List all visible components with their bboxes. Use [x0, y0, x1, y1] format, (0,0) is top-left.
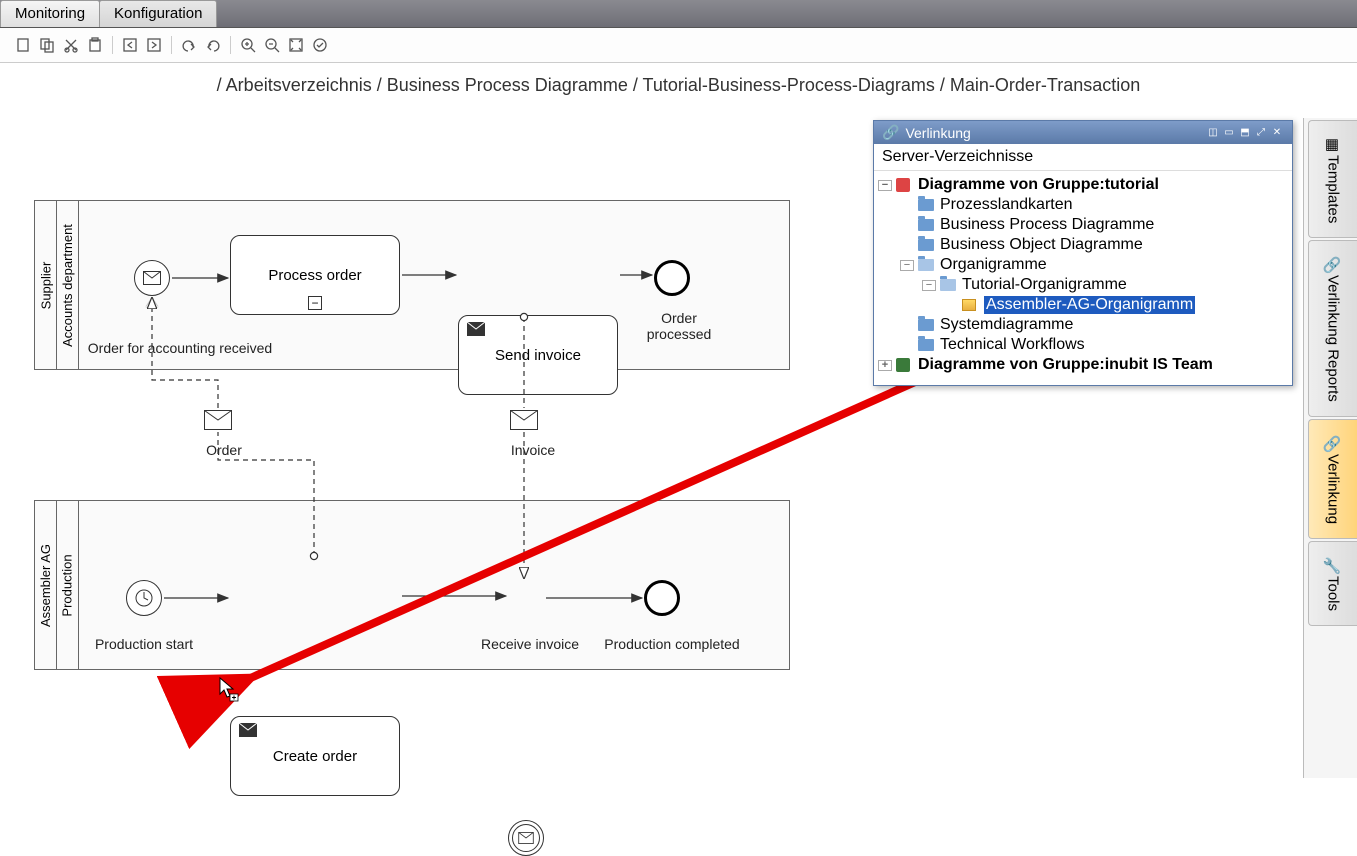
panel-close-icon[interactable]: ✕: [1270, 126, 1284, 140]
zoom-out-icon[interactable]: [263, 36, 281, 54]
start-event-production[interactable]: [126, 580, 162, 616]
zoom-in-icon[interactable]: [239, 36, 257, 54]
pool-label-supplier: Supplier: [35, 201, 57, 369]
panel-title-text: Verlinkung: [905, 125, 970, 141]
message-invoice-icon: [510, 410, 538, 433]
panel-titlebar[interactable]: 🔗 Verlinkung ◫ ▭ ⬒ ⤢ ✕: [874, 121, 1292, 144]
toolbar: [0, 28, 1357, 63]
tree-node-technical-workflows[interactable]: Technical Workflows: [878, 335, 1290, 355]
task-process-order[interactable]: Process order −: [230, 235, 400, 315]
reports-icon: 🔗: [1326, 255, 1340, 269]
task-create-order[interactable]: Create order: [230, 716, 400, 796]
tree-node-organigramme[interactable]: −Organigramme: [878, 255, 1290, 275]
message-order-icon: [204, 410, 232, 433]
label-production-start: Production start: [84, 636, 204, 652]
start-event-order-received[interactable]: [134, 260, 170, 296]
tree-node-assembler-org[interactable]: Assembler-AG-Organigramm: [878, 295, 1290, 315]
folder-icon: [918, 339, 934, 351]
side-tab-reports[interactable]: 🔗Verlinkung Reports: [1308, 240, 1357, 417]
tree-node-bpd[interactable]: Business Process Diagramme: [878, 215, 1290, 235]
label-order-received: Order for accounting received: [80, 340, 280, 356]
tree-root-inubit[interactable]: +Diagramme von Gruppe:inubit IS Team: [878, 355, 1290, 375]
cursor-icon: [218, 676, 236, 698]
separator: [171, 36, 172, 54]
copy-icon[interactable]: [38, 36, 56, 54]
panel-pin-icon[interactable]: ⬒: [1238, 126, 1252, 140]
validate-icon[interactable]: [311, 36, 329, 54]
fit-icon[interactable]: [287, 36, 305, 54]
panel-max-icon[interactable]: ⤢: [1254, 126, 1268, 140]
link-icon: 🔗: [882, 124, 899, 141]
compensation-marker: [146, 298, 158, 307]
tab-monitoring[interactable]: Monitoring: [0, 0, 100, 27]
cut-icon[interactable]: [62, 36, 80, 54]
panel-subtitle: Server-Verzeichnisse: [874, 144, 1292, 171]
new-icon[interactable]: [14, 36, 32, 54]
lane-label-production: Production: [57, 501, 79, 669]
tab-konfiguration[interactable]: Konfiguration: [99, 0, 217, 27]
folder-icon: [918, 319, 934, 331]
task-send-invoice[interactable]: Send invoice: [458, 315, 618, 395]
panel-restore-icon[interactable]: ◫: [1206, 126, 1220, 140]
templates-icon: ▦: [1326, 135, 1340, 149]
separator: [230, 36, 231, 54]
tools-icon: 🔧: [1326, 556, 1340, 570]
paste-icon[interactable]: [86, 36, 104, 54]
redo-icon[interactable]: [204, 36, 222, 54]
message-icon: [467, 322, 485, 340]
separator: [112, 36, 113, 54]
message-icon: [239, 723, 257, 741]
tree-node-prozesslandkarten[interactable]: Prozesslandkarten: [878, 195, 1290, 215]
tree-node-bod[interactable]: Business Object Diagramme: [878, 235, 1290, 255]
intermediate-event-receive-invoice[interactable]: [508, 820, 544, 856]
pool-label-assembler: Assembler AG: [35, 501, 57, 669]
side-tab-verlinkung[interactable]: 🔗Verlinkung: [1308, 419, 1357, 539]
end-event-order-processed[interactable]: [654, 260, 690, 296]
lane-label-accounts: Accounts department: [57, 201, 79, 369]
group-icon: [896, 178, 910, 192]
label-message-invoice: Invoice: [498, 442, 568, 458]
nav-fwd-icon[interactable]: [145, 36, 163, 54]
label-order-processed: Order processed: [634, 310, 724, 342]
subprocess-collapse-icon[interactable]: −: [308, 296, 322, 310]
orgchart-icon: [962, 299, 976, 311]
label-message-order: Order: [194, 442, 254, 458]
folder-icon: [918, 199, 934, 211]
end-event-production-completed[interactable]: [644, 580, 680, 616]
folder-open-icon: [918, 259, 934, 271]
panel-min-icon[interactable]: ▭: [1222, 126, 1236, 140]
side-tab-templates[interactable]: ▦Templates: [1308, 120, 1357, 238]
undo-icon[interactable]: [180, 36, 198, 54]
main-tabs: Monitoring Konfiguration: [0, 0, 1357, 28]
folder-icon: [918, 239, 934, 251]
tree-node-systemdiagramme[interactable]: Systemdiagramme: [878, 315, 1290, 335]
folder-icon: [918, 219, 934, 231]
tree-root-tutorial[interactable]: −Diagramme von Gruppe:tutorial: [878, 175, 1290, 195]
side-tab-tools[interactable]: 🔧Tools: [1308, 541, 1357, 626]
breadcrumb: / Arbeitsverzeichnis / Business Process …: [0, 63, 1357, 102]
side-tabs: ▦Templates 🔗Verlinkung Reports 🔗Verlinku…: [1303, 118, 1357, 778]
link-icon: 🔗: [1326, 434, 1340, 448]
nav-back-icon[interactable]: [121, 36, 139, 54]
tree[interactable]: −Diagramme von Gruppe:tutorial Prozessla…: [874, 171, 1292, 385]
linkage-panel[interactable]: 🔗 Verlinkung ◫ ▭ ⬒ ⤢ ✕ Server-Verzeichni…: [873, 120, 1293, 386]
folder-open-icon: [940, 279, 956, 291]
label-production-completed: Production completed: [592, 636, 752, 652]
group-icon: [896, 358, 910, 372]
tree-node-tutorial-org[interactable]: −Tutorial-Organigramme: [878, 275, 1290, 295]
label-receive-invoice: Receive invoice: [470, 636, 590, 652]
